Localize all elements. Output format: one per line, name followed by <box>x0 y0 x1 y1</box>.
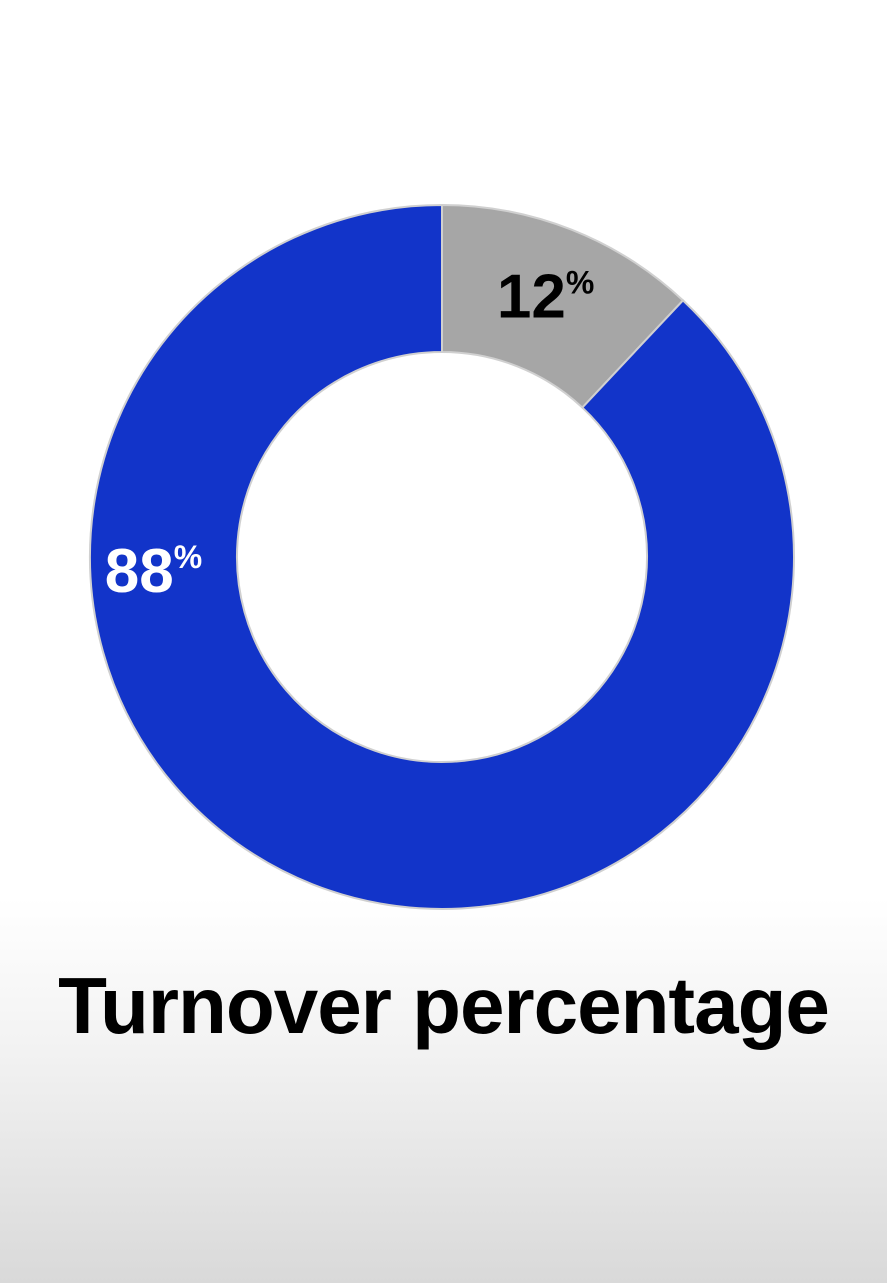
slice-label-unit: % <box>566 264 594 300</box>
slice-label-12: 12% <box>497 262 594 331</box>
slice-label-88: 88% <box>105 537 202 606</box>
chart-title: Turnover percentage <box>58 961 830 1050</box>
slice-label-unit: % <box>174 539 202 575</box>
slice-label-value: 12 <box>497 262 566 331</box>
donut-chart: 12%88% <box>89 203 795 910</box>
slice-label-value: 88 <box>105 537 174 606</box>
donut-slice-88 <box>89 203 795 910</box>
